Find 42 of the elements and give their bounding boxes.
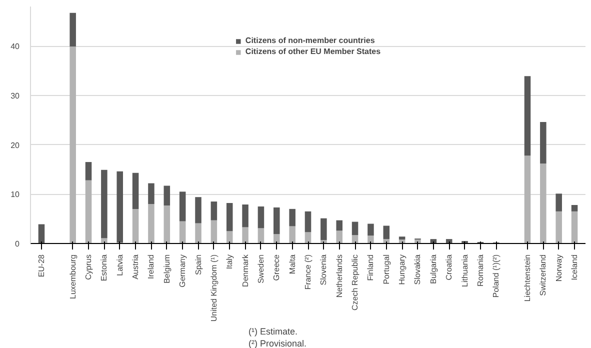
- legend-label: Citizens of non-member countries: [245, 36, 375, 45]
- y-tick-label: 40: [10, 42, 20, 51]
- x-tick-label: Liechtenstein: [522, 254, 532, 302]
- x-tick-label: Germany: [178, 254, 188, 288]
- x-tick-label: Finland: [366, 254, 376, 281]
- x-tick-label: France (²): [304, 254, 312, 290]
- x-tick-label: Denmark: [240, 254, 250, 287]
- x-tick-label: Malta: [288, 254, 297, 274]
- x-tick-label: Romania: [476, 254, 485, 287]
- x-tick-label: Austria: [131, 254, 140, 280]
- y-tick-label: 0: [15, 240, 20, 248]
- x-tick-label: Latvia: [115, 254, 124, 276]
- y-tick-label: 30: [10, 91, 20, 100]
- x-tick-label: Switzerland: [538, 254, 548, 296]
- x-tick-label: Croatia: [444, 254, 454, 280]
- x-tick-label: Greece: [272, 254, 282, 281]
- x-tick-label: Netherlands: [334, 254, 344, 298]
- x-tick-label: Spain: [194, 254, 203, 275]
- x-tick-label: Lithuania: [460, 254, 470, 287]
- y-tick-label: 10: [10, 190, 20, 200]
- x-tick-label: Sweden: [256, 254, 266, 284]
- x-tick-label: Ireland: [146, 254, 156, 279]
- x-tick-label: Slovenia: [319, 254, 328, 286]
- x-tick-label: United Kingdom (¹): [209, 254, 218, 322]
- x-tick-label: Bulgaria: [428, 254, 438, 284]
- x-tick-label: Poland (¹)(²): [492, 254, 501, 298]
- text: (²) Provisional.: [248, 338, 307, 348]
- x-tick-label: Cyprus: [84, 254, 94, 280]
- x-tick-label: Norway: [554, 254, 564, 282]
- x-tick-label: Slovakia: [413, 254, 422, 285]
- x-tick-label: Hungary: [398, 254, 407, 285]
- x-tick-label: Portugal: [382, 254, 391, 284]
- x-tick-label: Iceland: [570, 254, 580, 280]
- legend-label: Citizens of other EU Member States: [245, 47, 381, 56]
- x-tick-label: Czech Republic: [350, 254, 360, 311]
- text: (¹) Estimate.: [248, 326, 298, 336]
- x-tick-label: EU-28: [36, 254, 46, 278]
- x-tick-label: Estonia: [100, 254, 109, 282]
- x-tick-label: Luxembourg: [68, 254, 78, 299]
- x-tick-label: Italy: [225, 254, 234, 270]
- x-tick-label: Belgium: [162, 254, 172, 284]
- y-tick-label: 20: [10, 140, 20, 150]
